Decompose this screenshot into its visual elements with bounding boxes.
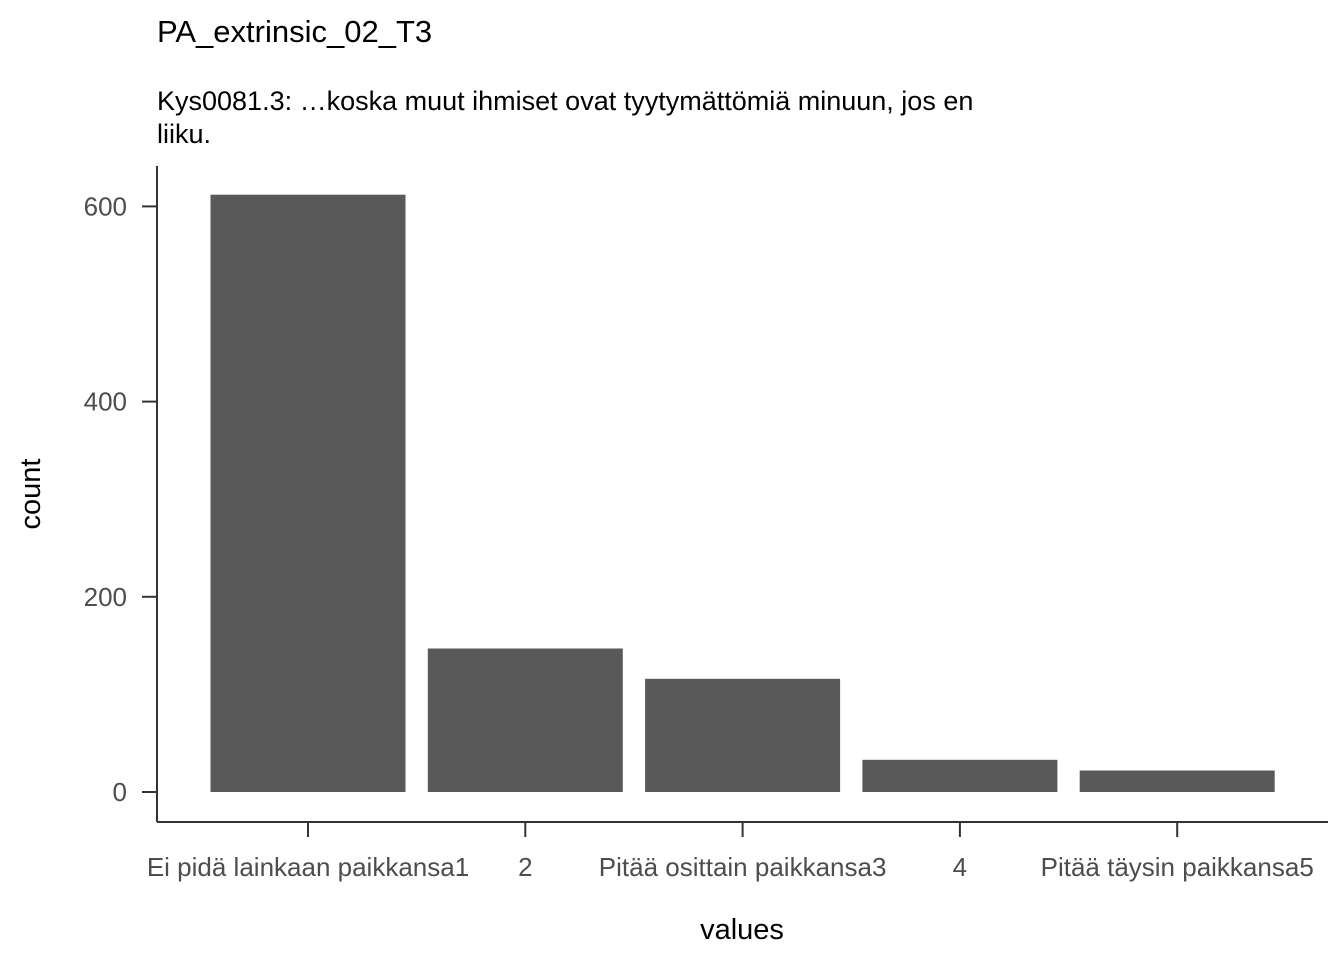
- x-tick-label: Ei pidä lainkaan paikkansa1: [147, 852, 469, 882]
- y-tick-label: 400: [84, 387, 127, 417]
- y-axis-label: count: [15, 459, 47, 530]
- x-axis-label: values: [700, 914, 784, 946]
- x-tick-label: 2: [518, 852, 532, 882]
- bar: [862, 759, 1058, 792]
- chart-subtitle-line-1: Kys0081.3: …koska muut ihmiset ovat tyyt…: [157, 86, 973, 116]
- bar: [1079, 770, 1275, 792]
- bar: [427, 648, 623, 792]
- y-tick-label: 600: [84, 191, 127, 221]
- chart-subtitle-line-2: liiku.: [157, 119, 211, 149]
- chart-title: PA_extrinsic_02_T3: [157, 14, 432, 49]
- bar: [645, 678, 841, 792]
- y-tick-label: 200: [84, 582, 127, 612]
- x-axis-ticks: Ei pidä lainkaan paikkansa1 2 Pitää ositta…: [147, 822, 1314, 882]
- y-tick-label: 0: [113, 777, 127, 807]
- bars-group: [210, 194, 1275, 792]
- x-tick-label: 4: [953, 852, 967, 882]
- x-tick-label: Pitää täysin paikkansa5: [1041, 852, 1314, 882]
- y-axis-ticks: 0 200 400 600: [84, 191, 157, 807]
- bar: [210, 194, 406, 792]
- x-tick-label: Pitää osittain paikkansa3: [599, 852, 887, 882]
